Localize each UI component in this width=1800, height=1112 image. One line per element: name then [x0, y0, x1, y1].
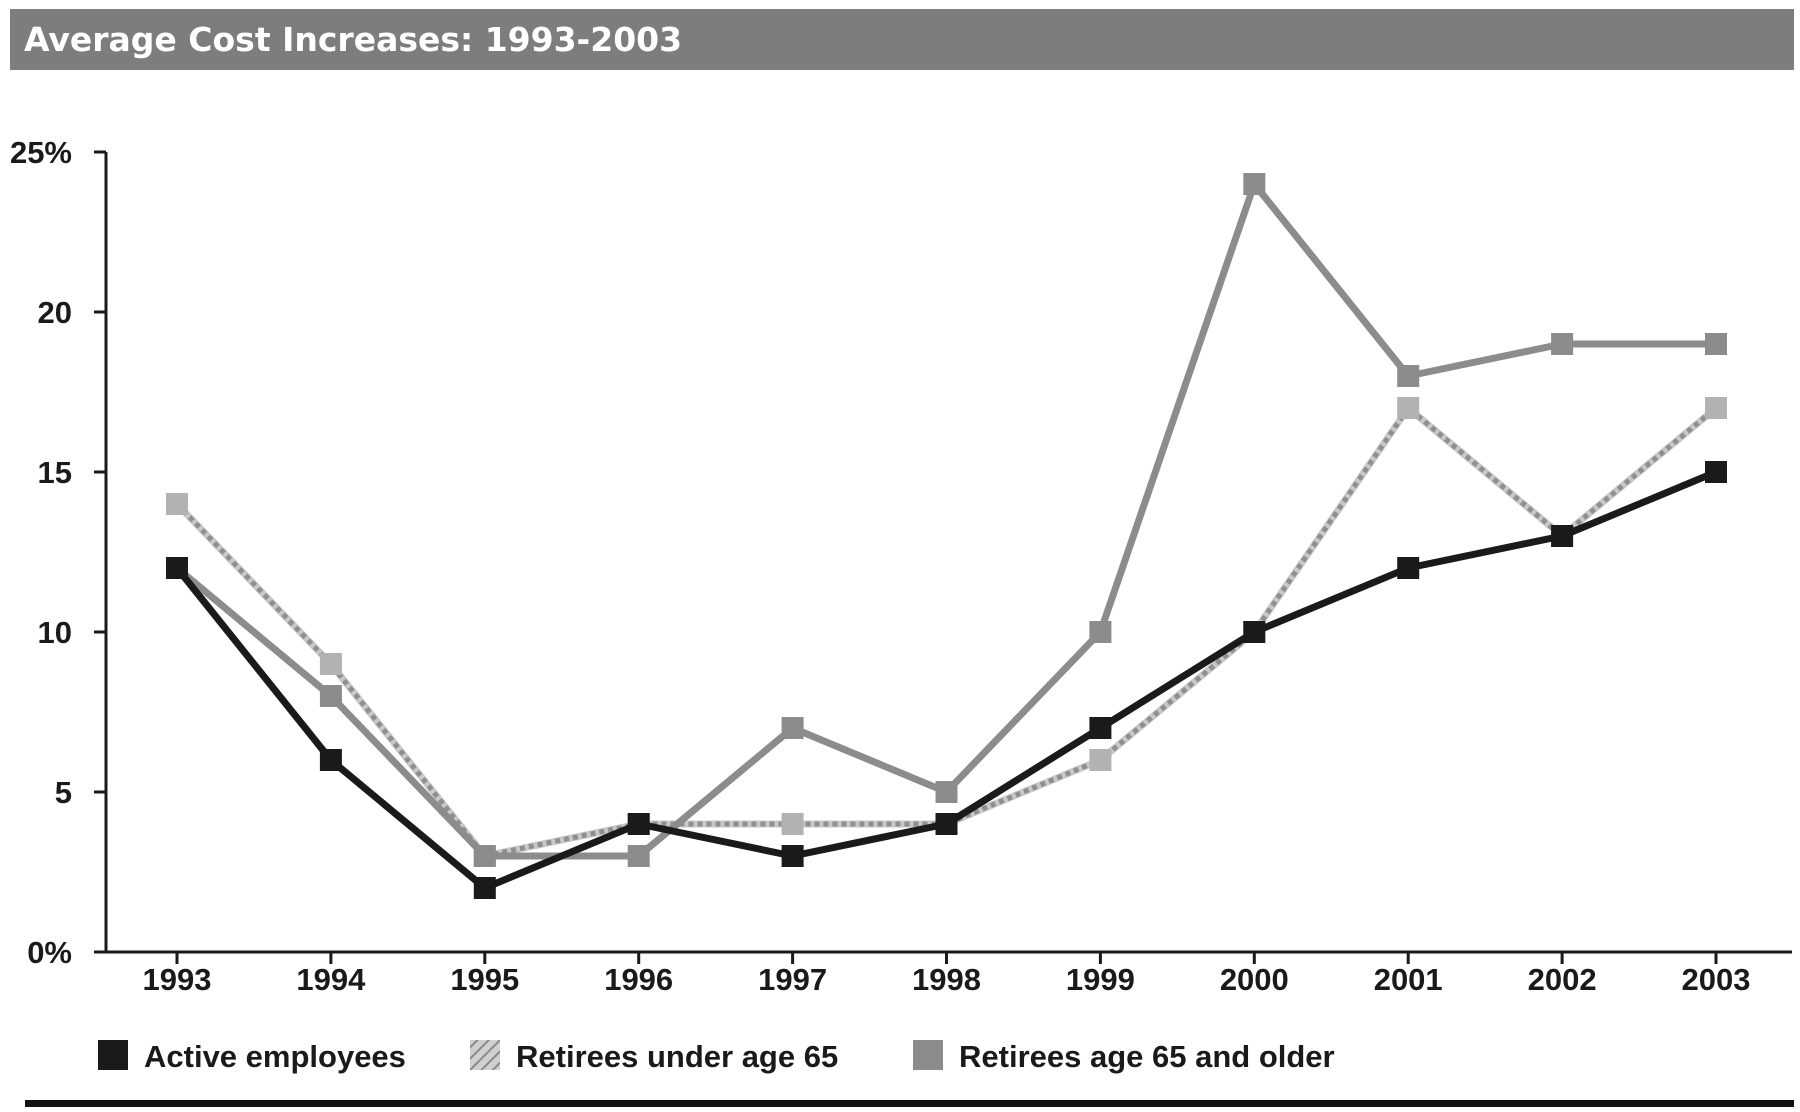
y-tick-label: 0%: [27, 935, 72, 970]
data-point-marker: [1243, 621, 1266, 643]
data-point-marker: [1705, 397, 1727, 419]
series-line: [175, 405, 1718, 859]
y-tick-label: 5: [55, 775, 72, 810]
y-tick-label: 15: [38, 455, 72, 490]
x-axis-ticks: 1993 1994 1995 1996 1997 1998 1999 2000 2001 2002…: [143, 952, 1751, 997]
y-axis-ticks: 0% 5 10 15 20 25%: [10, 135, 106, 970]
x-tick-label: 1995: [450, 962, 519, 997]
y-tick-label: 25%: [10, 135, 72, 170]
x-tick-label: 2003: [1682, 962, 1751, 997]
legend-label: Retirees under age 65: [516, 1039, 838, 1074]
x-tick-label: 2000: [1220, 962, 1289, 997]
data-point-marker: [166, 557, 188, 579]
series-2: [166, 173, 1727, 867]
data-point-marker: [781, 717, 804, 739]
data-point-marker: [1397, 397, 1420, 419]
data-point-marker: [1551, 525, 1574, 547]
legend-item: Retirees age 65 and older: [913, 1039, 1335, 1074]
data-point-marker: [319, 685, 342, 707]
legend-label: Retirees age 65 and older: [959, 1039, 1335, 1074]
data-point-marker: [781, 845, 804, 867]
x-tick-label: 2001: [1374, 962, 1443, 997]
data-point-marker: [473, 877, 496, 899]
series-lines: [166, 173, 1727, 899]
data-point-marker: [1243, 173, 1266, 195]
bottom-divider: [25, 1100, 1794, 1107]
data-point-marker: [627, 813, 650, 835]
data-point-marker: [781, 813, 804, 835]
legend-swatch: [470, 1040, 500, 1070]
data-point-marker: [1089, 621, 1112, 643]
data-point-marker: [935, 781, 958, 803]
x-tick-label: 1996: [604, 962, 673, 997]
data-point-marker: [319, 653, 342, 675]
legend-item: Active employees: [98, 1039, 406, 1074]
x-tick-label: 1997: [758, 962, 827, 997]
data-point-marker: [1397, 365, 1420, 387]
legend-label: Active employees: [144, 1039, 406, 1074]
y-tick-label: 10: [38, 615, 72, 650]
data-point-marker: [166, 493, 188, 515]
y-tick-label: 20: [38, 295, 72, 330]
legend: Active employees Retirees under age 65 Ret…: [98, 1039, 1335, 1074]
data-point-marker: [473, 845, 496, 867]
chart-title: Average Cost Increases: 1993-2003: [10, 9, 1794, 70]
x-tick-label: 1994: [296, 962, 366, 997]
legend-item: Retirees under age 65: [470, 1039, 838, 1074]
data-point-marker: [935, 813, 958, 835]
series-0: [166, 461, 1727, 899]
data-point-marker: [627, 845, 650, 867]
x-tick-label: 1998: [912, 962, 981, 997]
data-point-marker: [1089, 717, 1112, 739]
data-point-marker: [1089, 749, 1112, 771]
legend-swatch: [913, 1040, 943, 1070]
data-point-marker: [1705, 461, 1727, 483]
x-tick-label: 1993: [143, 962, 212, 997]
data-point-marker: [1397, 557, 1420, 579]
data-point-marker: [1705, 333, 1727, 355]
data-point-marker: [319, 749, 342, 771]
legend-swatch: [98, 1040, 128, 1070]
x-tick-label: 1999: [1066, 962, 1135, 997]
x-tick-label: 2002: [1528, 962, 1597, 997]
data-point-marker: [1551, 333, 1574, 355]
